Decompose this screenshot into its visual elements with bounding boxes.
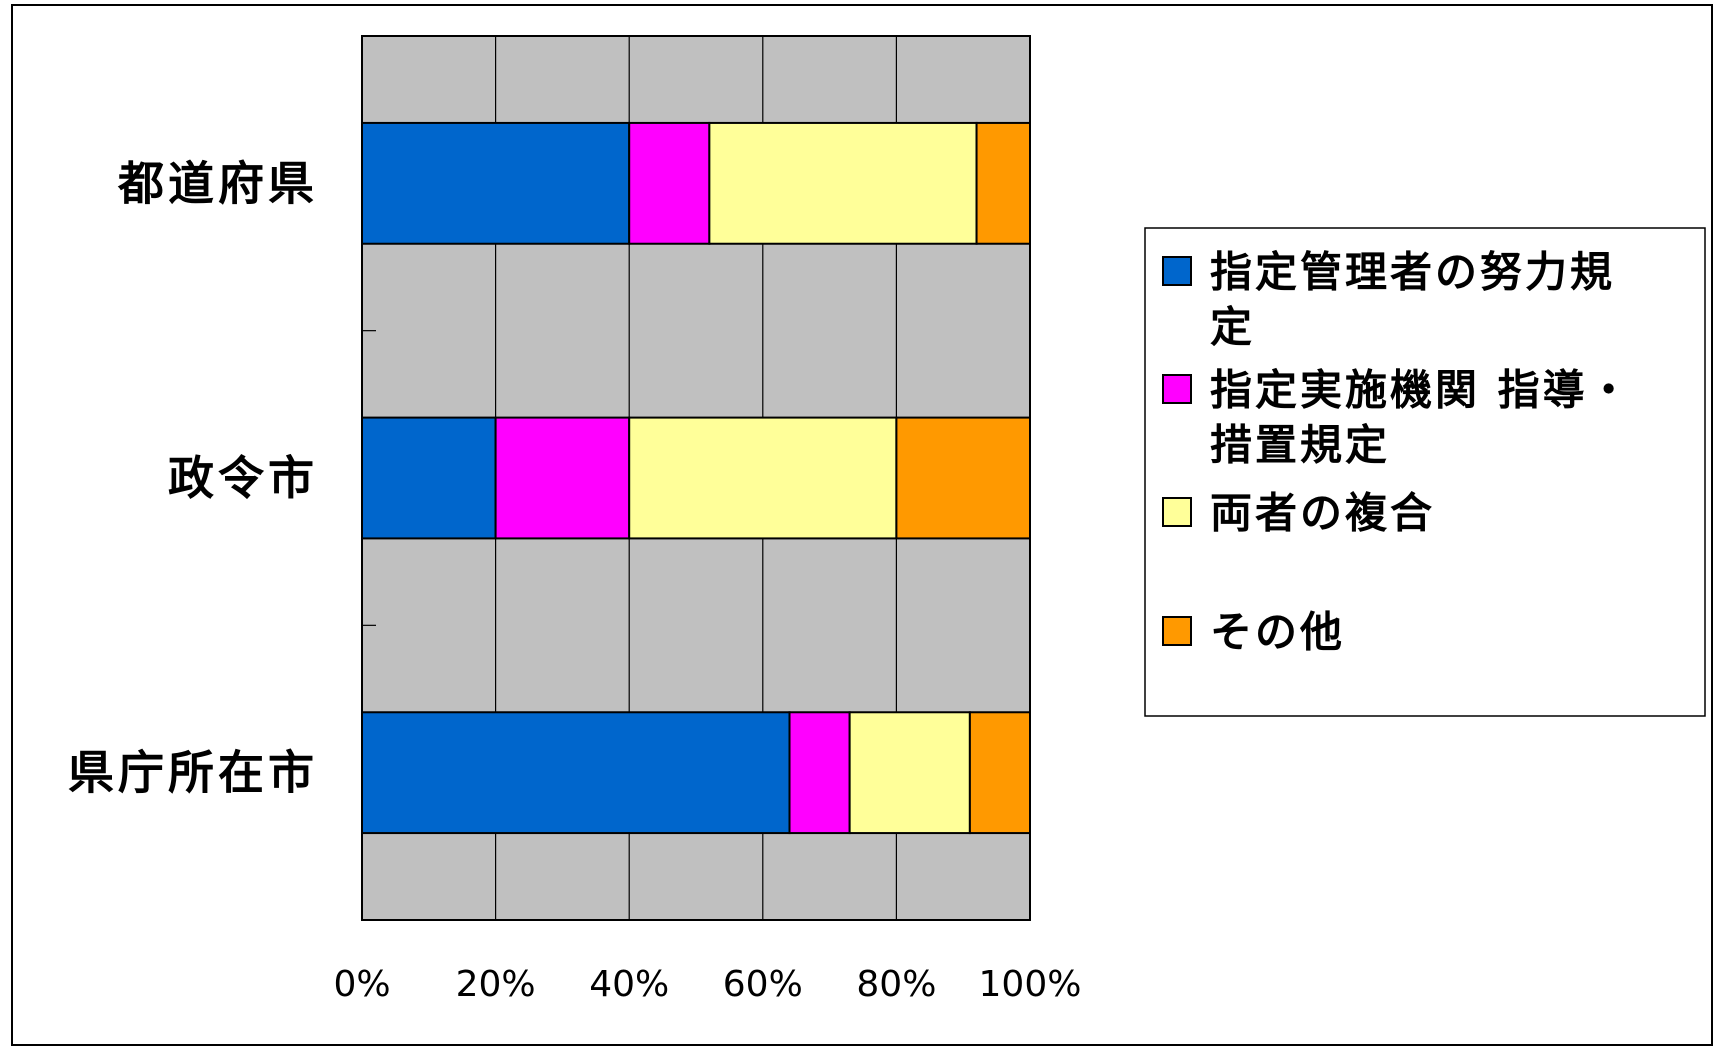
x-tick-label: 20% (456, 964, 536, 1005)
x-axis-tick-labels: 0% 20% 40% 60% 80% 100% (333, 964, 1081, 1005)
bar-segment (361, 121, 631, 245)
legend-label: 措置規定 (1210, 421, 1390, 470)
category-label: 県庁所在市 (68, 746, 318, 800)
y-axis-ticks (362, 330, 376, 626)
bar-segment (968, 711, 1032, 835)
bar-segment (361, 711, 791, 835)
legend-label: 指定管理者の努力規 (1210, 248, 1615, 297)
category-label: 都道府県 (117, 156, 318, 210)
legend-swatch (1162, 256, 1192, 286)
bar-segment (494, 416, 631, 540)
bar-segment (628, 416, 898, 540)
bar-segment (848, 711, 971, 835)
legend-swatch (1162, 497, 1192, 527)
bars (361, 121, 1032, 835)
bar-segment (361, 416, 497, 540)
legend-box (1144, 227, 1706, 717)
x-tick-label: 100% (979, 964, 1082, 1005)
bar-segment (788, 711, 851, 835)
legend-swatch (1162, 374, 1192, 404)
bar-segment (975, 121, 1031, 245)
legend-label: その他 (1210, 608, 1345, 657)
category-label: 政令市 (168, 451, 318, 505)
x-tick-label: 60% (723, 964, 803, 1005)
bar-segment (895, 416, 1032, 540)
legend-swatch (1162, 616, 1192, 646)
legend-label: 定 (1210, 303, 1255, 352)
bar-segment (628, 121, 711, 245)
x-tick-label: 40% (589, 964, 669, 1005)
legend-label: 両者の複合 (1210, 489, 1435, 538)
bar-segment (708, 121, 978, 245)
x-tick-label: 0% (333, 964, 390, 1005)
legend-label: 指定実施機関 指導・ (1210, 366, 1633, 415)
x-tick-label: 80% (856, 964, 936, 1005)
